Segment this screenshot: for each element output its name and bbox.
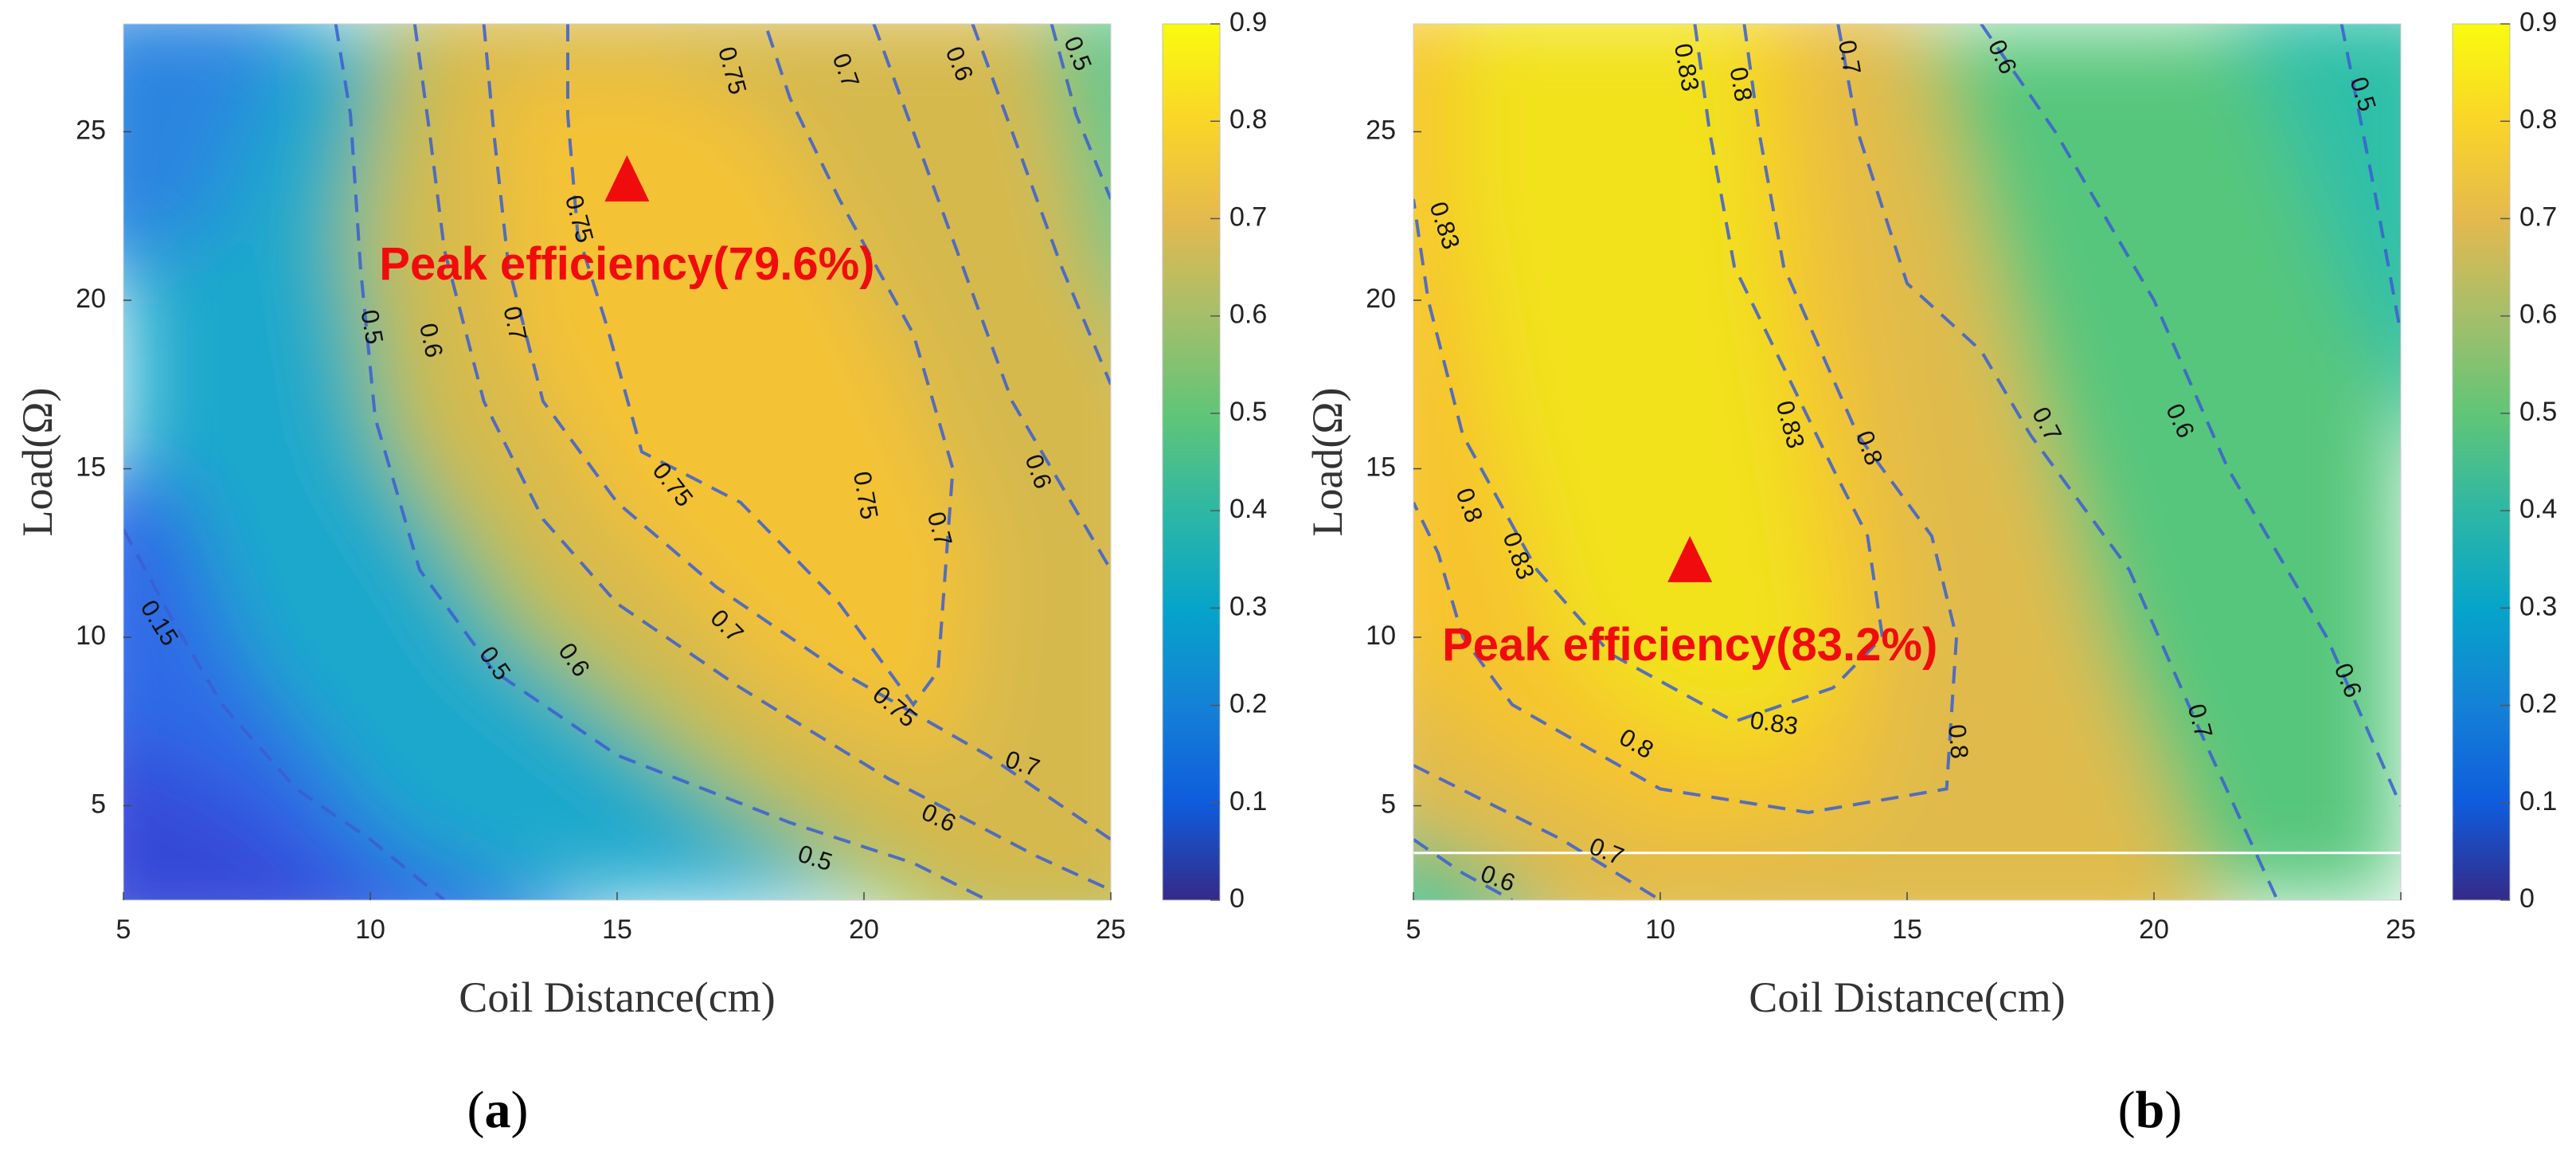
panel-label-b: (b) bbox=[2118, 1081, 2183, 1139]
y-axis-label: Load(Ω) bbox=[1304, 387, 1351, 536]
y-tick-label: 10 bbox=[76, 621, 106, 651]
colorbar-tick-label: 0.3 bbox=[2519, 591, 2557, 621]
y-tick-label: 20 bbox=[76, 284, 106, 314]
x-tick-label: 20 bbox=[849, 914, 879, 945]
x-axis-label: Coil Distance(cm) bbox=[1749, 973, 2065, 1021]
efficiency-heatmap bbox=[1413, 24, 2401, 900]
colorbar-gradient bbox=[1162, 23, 1221, 901]
colorbar-tick-label: 0.1 bbox=[1229, 786, 1267, 816]
colorbar-tick-label: 0.5 bbox=[2519, 397, 2557, 427]
colorbar-tick-label: 0 bbox=[1229, 883, 1245, 914]
contour-line bbox=[1413, 764, 1662, 900]
contour-line bbox=[1413, 24, 1959, 815]
x-tick-label: 20 bbox=[2139, 914, 2169, 945]
colorbar-tick-label: 0.8 bbox=[2519, 104, 2557, 135]
contour-line bbox=[482, 24, 1111, 841]
colorbar-tick-label: 0.9 bbox=[2519, 7, 2557, 37]
y-tick-label: 15 bbox=[76, 452, 106, 482]
colorbar-tick-label: 0.4 bbox=[1229, 494, 1267, 524]
colorbar-tick-label: 0.7 bbox=[2519, 202, 2557, 232]
contour-label: 0.7 bbox=[1833, 38, 1867, 77]
colorbar-tick-label: 0 bbox=[2519, 883, 2535, 914]
contour-line bbox=[1050, 24, 1111, 200]
y-tick-label: 10 bbox=[1366, 621, 1396, 651]
peak-efficiency-label: Peak efficiency(79.6%) bbox=[379, 238, 874, 290]
colorbar-tick-label: 0.3 bbox=[1229, 591, 1267, 621]
y-tick-label: 15 bbox=[1366, 452, 1396, 482]
colorbar: 0 0.1 0.2 0.3 0.4 0.5 0.6 0.7 0.8 0.9 bbox=[1162, 7, 1267, 914]
colorbar-tick-label: 0.2 bbox=[2519, 689, 2557, 719]
colorbar-tick-label: 0.9 bbox=[1229, 7, 1267, 37]
contour-line bbox=[566, 24, 955, 707]
contour-line bbox=[1413, 838, 1513, 900]
peak-marker bbox=[604, 155, 650, 202]
colorbar-gradient bbox=[2452, 23, 2511, 901]
colorbar: 0 0.1 0.2 0.3 0.4 0.5 0.6 0.7 0.8 0.9 bbox=[2452, 7, 2557, 914]
contour-line bbox=[971, 24, 1111, 386]
contour-line bbox=[872, 24, 1111, 571]
y-tick-label: 20 bbox=[1366, 284, 1396, 314]
x-tick-label: 15 bbox=[1892, 914, 1922, 945]
contour-line bbox=[1413, 24, 1885, 723]
colorbar-tick-label: 0.7 bbox=[1229, 202, 1267, 232]
x-axis-label: Coil Distance(cm) bbox=[459, 973, 775, 1021]
x-tick-label: 10 bbox=[1645, 914, 1675, 945]
colorbar-tick-label: 0.6 bbox=[2519, 300, 2557, 330]
contour-label: 0.5 bbox=[355, 307, 389, 347]
panel-a: 0.150.50.50.50.60.60.60.70.70.70.750.750… bbox=[14, 7, 1267, 1139]
panel-b: 0.830.830.830.830.830.80.80.80.80.80.70.… bbox=[1304, 7, 2557, 1139]
x-tick-label: 15 bbox=[602, 914, 632, 945]
contour-line bbox=[412, 24, 1111, 892]
contour-label: 0.8 bbox=[1725, 65, 1758, 104]
y-tick-label: 5 bbox=[1381, 789, 1396, 820]
contour-line bbox=[1980, 24, 2401, 807]
peak-efficiency-label: Peak efficiency(83.2%) bbox=[1442, 619, 1937, 671]
y-tick-label: 5 bbox=[91, 789, 106, 820]
x-tick-label: 5 bbox=[116, 914, 131, 945]
y-tick-label: 25 bbox=[1366, 115, 1396, 145]
peak-marker bbox=[1667, 535, 1713, 582]
colorbar-tick-label: 0.5 bbox=[1229, 397, 1267, 427]
contour-line bbox=[334, 24, 988, 900]
colorbar-tick-label: 0.2 bbox=[1229, 689, 1267, 719]
colorbar-tick-label: 0.8 bbox=[1229, 104, 1267, 135]
colorbar-tick-label: 0.1 bbox=[2519, 786, 2557, 816]
contour-line bbox=[1836, 24, 2279, 900]
x-tick-label: 5 bbox=[1406, 914, 1421, 945]
contour-label: 0.8 bbox=[1943, 723, 1974, 760]
x-tick-label: 25 bbox=[2386, 914, 2416, 945]
contour-line bbox=[123, 528, 446, 900]
contour-label: 0.83 bbox=[1749, 706, 1800, 740]
panel-label-a: (a) bbox=[467, 1081, 529, 1139]
y-tick-label: 25 bbox=[76, 115, 106, 145]
x-tick-label: 25 bbox=[1096, 914, 1126, 945]
colorbar-tick-label: 0.6 bbox=[1229, 300, 1267, 330]
colorbar-tick-label: 0.4 bbox=[2519, 494, 2557, 524]
contour-line bbox=[2340, 24, 2401, 335]
x-tick-label: 10 bbox=[355, 914, 385, 945]
y-axis-label: Load(Ω) bbox=[14, 387, 61, 536]
efficiency-heatmap bbox=[123, 24, 1111, 900]
